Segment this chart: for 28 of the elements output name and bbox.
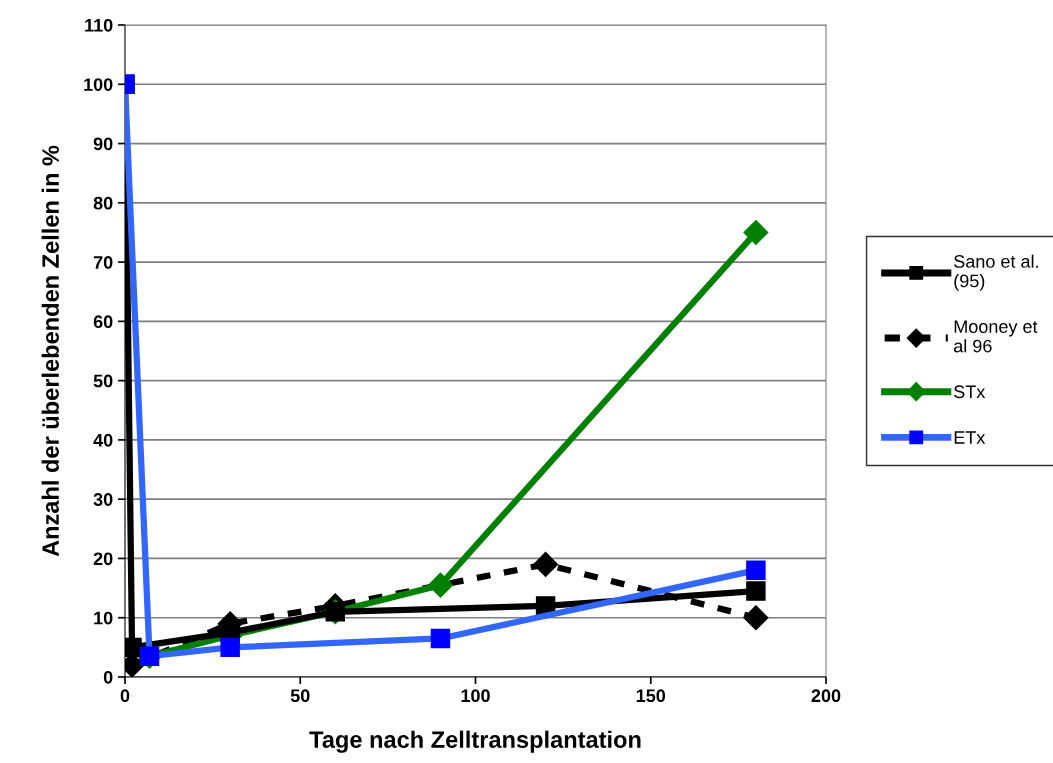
legend-label: Mooney et al 96 — [954, 320, 1038, 353]
x-tick-label: 50 — [290, 689, 310, 703]
x-axis-title: Tage nach Zelltransplantation — [309, 730, 641, 753]
x-tick-label: 100 — [461, 689, 490, 703]
y-tick-label: 50 — [93, 374, 113, 388]
point — [743, 605, 769, 631]
y-tick-label: 90 — [93, 137, 113, 151]
point — [743, 219, 769, 245]
y-tick-label: 40 — [93, 433, 113, 447]
legend-label: STx — [954, 385, 986, 399]
point — [533, 551, 559, 577]
y-tick-label: 60 — [93, 315, 113, 329]
y-tick-label: 110 — [85, 18, 113, 32]
point — [746, 581, 766, 601]
legend-label: ETx — [954, 431, 986, 444]
y-tick-label: 30 — [93, 493, 113, 506]
y-tick-label: 20 — [93, 552, 113, 566]
y-tick-label: 70 — [93, 256, 113, 269]
x-tick-label: 0 — [120, 689, 130, 703]
y-tick-label: 80 — [93, 196, 113, 210]
y-tick-label: 10 — [94, 611, 113, 625]
point — [427, 572, 453, 598]
legend-label: Sano et al. (95) — [954, 254, 1038, 291]
y-axis-title: Anzahl der überlebenden Zellen in % — [41, 145, 59, 557]
y-tick-label: 0 — [103, 670, 113, 684]
x-tick-label: 150 — [636, 689, 666, 703]
x-tick-label: 200 — [811, 689, 841, 703]
y-tick-label: 100 — [84, 78, 113, 91]
